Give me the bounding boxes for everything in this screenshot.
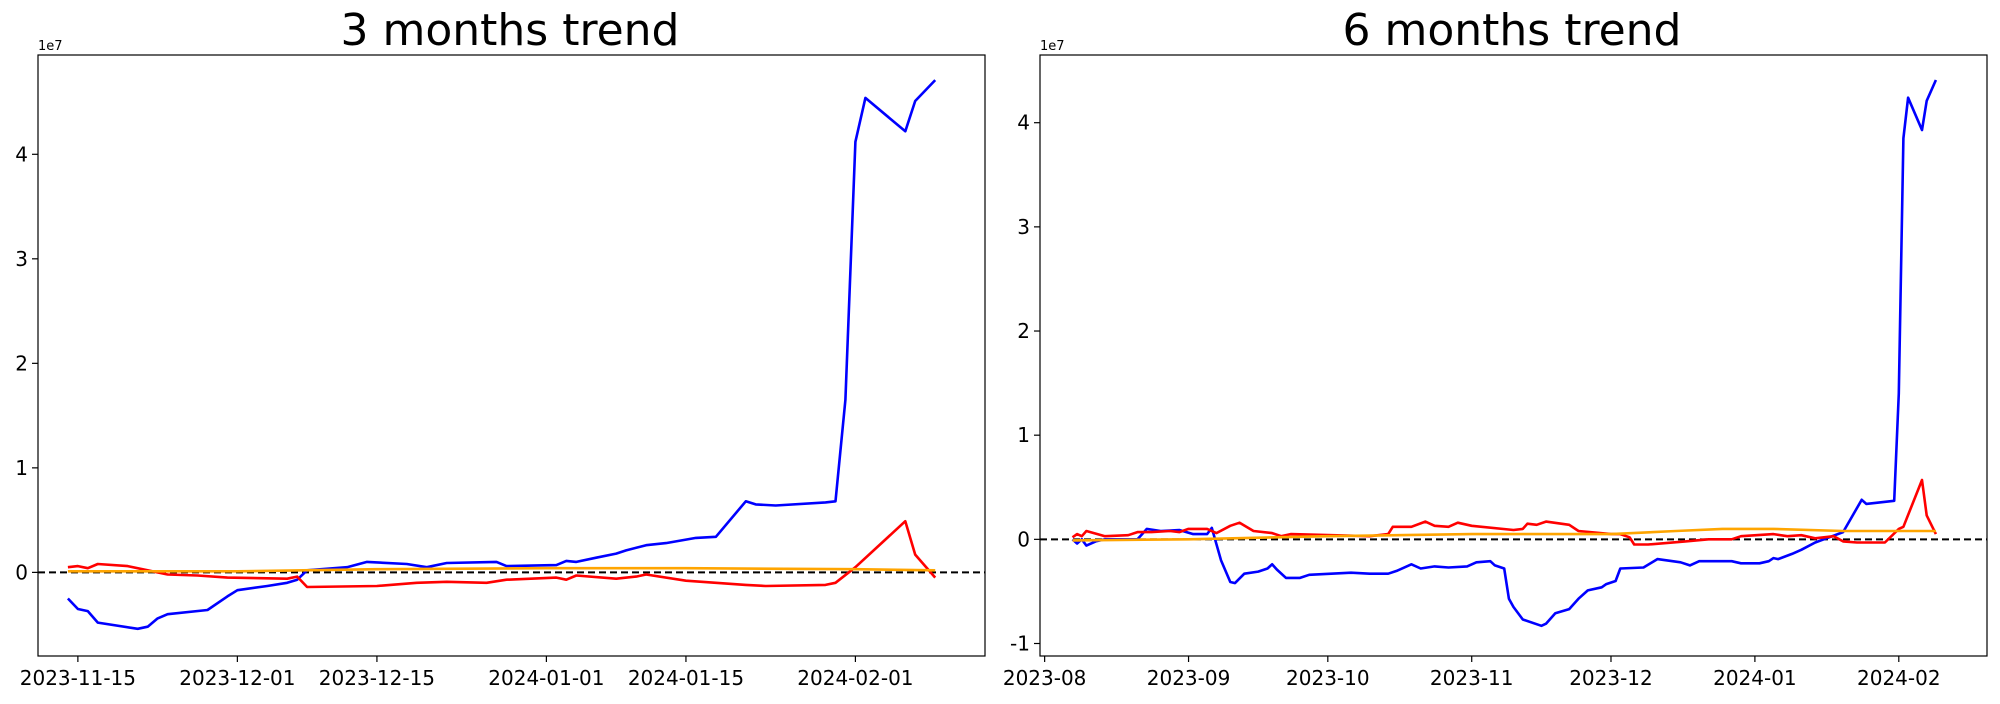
x-tick-label: 2023-09 xyxy=(1147,666,1231,690)
x-tick-label: 2024-01 xyxy=(1713,666,1797,690)
y-tick-label: 0 xyxy=(15,560,28,584)
y-offset-label: 1e7 xyxy=(1040,39,1065,54)
series-line-3 xyxy=(1072,527,1936,542)
axes-frame xyxy=(37,54,986,657)
x-tick-label: 2023-12-01 xyxy=(179,666,295,690)
x-tick-label: 2024-01-01 xyxy=(488,666,604,690)
series-line-2 xyxy=(1071,478,1938,546)
x-tick-label: 2023-11-15 xyxy=(20,666,136,690)
axes-frame xyxy=(1039,54,1988,657)
chart-3-months: 3 months trend 1e7 2023-11-15 2023-12-01 2… xyxy=(15,5,986,690)
x-tick-label: 2024-02-01 xyxy=(797,666,913,690)
x-tick-label: 2023-11 xyxy=(1430,666,1514,690)
y-tick-label: 4 xyxy=(15,142,28,166)
x-tick-label: 2023-12-15 xyxy=(319,666,435,690)
plot-area: 2023-11-15 2023-12-01 2023-12-15 2024-01-01… xyxy=(15,54,986,690)
y-tick-label: 1 xyxy=(1017,423,1030,447)
y-tick-label: 3 xyxy=(1017,215,1030,239)
series-line-1 xyxy=(1071,79,1938,628)
y-tick-label: 1 xyxy=(15,456,28,480)
series-line-3 xyxy=(67,566,936,573)
y-tick-label: 2 xyxy=(1017,319,1030,343)
y-tick-label: 2 xyxy=(15,351,28,375)
series-line-1 xyxy=(66,79,937,631)
x-tick-label: 2024-02 xyxy=(1857,666,1941,690)
y-tick-label: 3 xyxy=(15,247,28,271)
y-tick-label: 4 xyxy=(1017,111,1030,135)
y-offset-label: 1e7 xyxy=(38,39,63,54)
series-line-2 xyxy=(67,519,937,589)
chart-6-months: 6 months trend 1e7 2023-08 2023-09 2023-10… xyxy=(1003,5,1988,690)
x-tick-label: 2023-08 xyxy=(1003,666,1087,690)
y-tick-label: -1 xyxy=(1010,632,1030,656)
x-tick-label: 2023-12 xyxy=(1569,666,1653,690)
y-tick-label: 0 xyxy=(1017,527,1030,551)
chart-title: 6 months trend xyxy=(1343,5,1682,56)
plot-area: 2023-08 2023-09 2023-10 2023-11 2023-12 2024-… xyxy=(1003,54,1988,690)
chart-title: 3 months trend xyxy=(341,5,680,56)
x-tick-label: 2024-01-15 xyxy=(628,666,744,690)
x-tick-label: 2023-10 xyxy=(1286,666,1370,690)
